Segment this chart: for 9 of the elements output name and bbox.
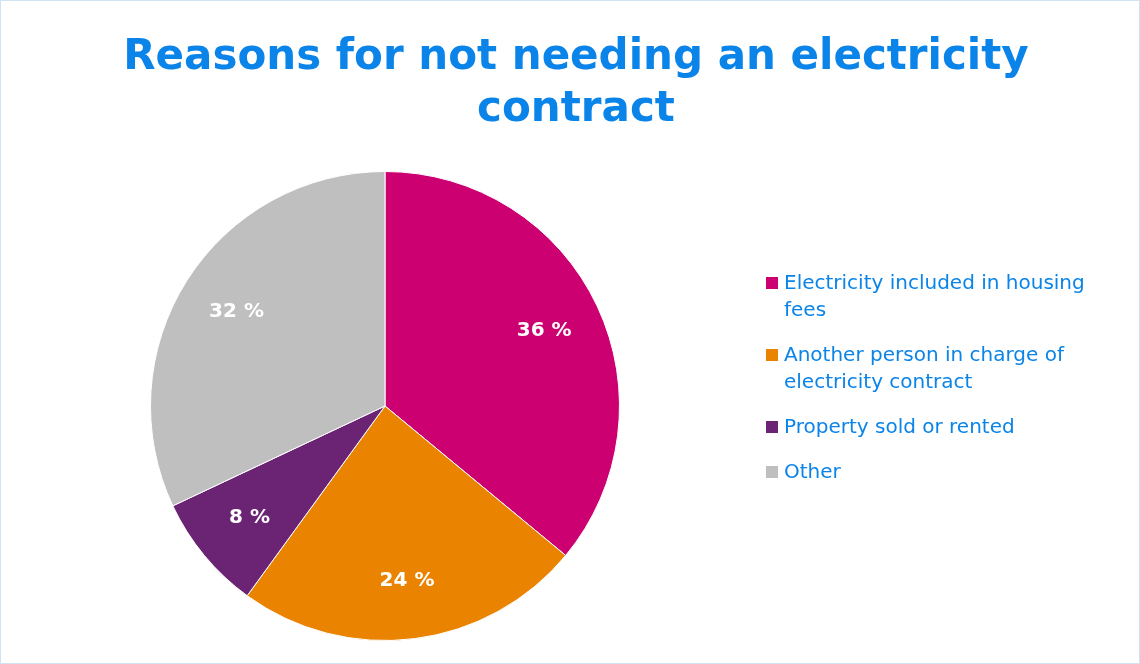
data-label: 24 %	[379, 566, 435, 591]
data-label: 8 %	[229, 504, 270, 529]
data-label: 32 %	[209, 297, 264, 322]
legend-label: Electricity included in housing fees	[784, 269, 1086, 323]
data-label: 36 %	[516, 317, 572, 342]
legend-label: Another person in charge of electricity contract	[784, 341, 1066, 395]
chart-title: Reasons for not needing an electricity contract	[122, 29, 1030, 133]
legend-label: Property sold or rented	[784, 413, 1015, 440]
legend-label: Other	[784, 458, 841, 485]
